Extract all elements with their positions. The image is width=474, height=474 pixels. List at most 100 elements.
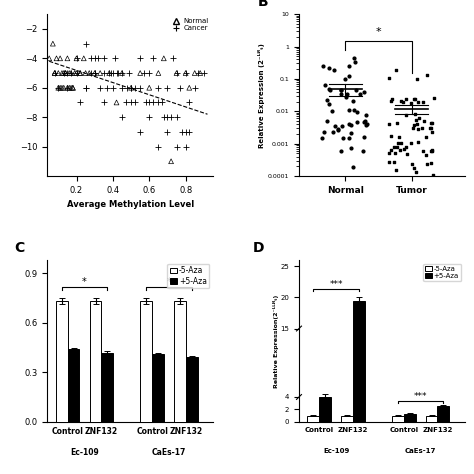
Point xyxy=(51,69,58,77)
Point xyxy=(413,116,420,124)
Point xyxy=(428,119,436,127)
Point xyxy=(173,143,180,150)
Point xyxy=(410,95,418,103)
Text: *: * xyxy=(82,276,87,286)
Point xyxy=(173,113,180,121)
Point xyxy=(345,120,353,128)
Point xyxy=(53,55,60,62)
Point xyxy=(85,69,93,77)
Point xyxy=(360,133,367,140)
Point xyxy=(164,113,171,121)
Point xyxy=(399,99,407,106)
Point xyxy=(126,69,133,77)
Point xyxy=(200,69,208,77)
Point xyxy=(109,84,117,91)
Point xyxy=(82,84,90,91)
Point xyxy=(160,55,168,62)
Point xyxy=(325,100,332,108)
Bar xyxy=(56,301,68,422)
Bar xyxy=(319,397,331,422)
Point xyxy=(69,84,77,91)
Point xyxy=(414,98,421,106)
Point xyxy=(360,88,368,95)
Point xyxy=(58,69,66,77)
Point xyxy=(124,84,131,91)
Point xyxy=(87,69,95,77)
Point xyxy=(65,84,73,91)
Point xyxy=(158,99,166,106)
Point xyxy=(331,122,338,130)
Point xyxy=(167,113,175,121)
Point xyxy=(182,69,190,77)
Point xyxy=(363,120,371,128)
Bar xyxy=(174,301,186,422)
Point xyxy=(131,84,138,91)
Point xyxy=(91,55,99,62)
Point xyxy=(128,99,135,106)
Point xyxy=(55,84,62,91)
Bar xyxy=(392,416,404,422)
Point xyxy=(397,146,404,154)
Point xyxy=(155,69,162,77)
Point xyxy=(428,147,435,155)
Bar xyxy=(404,414,416,422)
Point xyxy=(60,69,68,77)
Point xyxy=(131,99,138,106)
Point xyxy=(319,62,327,70)
Point xyxy=(362,111,370,118)
Point xyxy=(393,119,401,127)
Point xyxy=(64,55,71,62)
Point xyxy=(339,135,347,142)
Bar xyxy=(90,301,101,422)
Point xyxy=(104,84,111,91)
Point xyxy=(160,113,168,121)
Point xyxy=(351,106,358,114)
Point xyxy=(419,147,427,155)
Point xyxy=(140,69,147,77)
Point xyxy=(73,55,80,62)
Point xyxy=(413,75,421,83)
Point xyxy=(391,158,398,166)
Point xyxy=(353,109,361,116)
Point xyxy=(321,128,328,136)
Point xyxy=(359,147,367,155)
Point xyxy=(356,90,364,98)
Point xyxy=(388,98,395,105)
Point xyxy=(155,143,162,150)
Point xyxy=(128,84,135,91)
Point xyxy=(345,73,353,80)
Point xyxy=(419,99,427,106)
Point xyxy=(115,69,122,77)
Point xyxy=(80,55,88,62)
Point xyxy=(403,150,410,157)
Point xyxy=(397,139,404,146)
Point xyxy=(331,66,338,74)
Point xyxy=(62,69,69,77)
Point xyxy=(423,160,430,168)
Point xyxy=(76,99,84,106)
Point xyxy=(341,76,349,83)
Point xyxy=(337,90,345,98)
Bar xyxy=(353,301,365,422)
Point xyxy=(155,84,162,91)
Point xyxy=(118,69,126,77)
Y-axis label: Relative Expression (2⁻ᴸᴻₜ): Relative Expression (2⁻ᴸᴻₜ) xyxy=(258,43,265,147)
Point xyxy=(325,85,332,93)
Point xyxy=(122,99,129,106)
Point xyxy=(323,97,331,104)
Point xyxy=(195,69,202,77)
Point xyxy=(185,84,193,91)
Point xyxy=(392,166,400,174)
Text: ***: *** xyxy=(414,392,428,401)
Point xyxy=(146,99,153,106)
Point xyxy=(388,96,395,103)
Point xyxy=(109,69,117,77)
Point xyxy=(324,118,331,125)
Point xyxy=(64,69,71,77)
Text: Ec-109: Ec-109 xyxy=(70,448,99,457)
Point xyxy=(427,147,435,155)
Point xyxy=(137,128,144,136)
Point xyxy=(191,84,199,91)
Point xyxy=(397,98,404,105)
Point xyxy=(96,84,104,91)
